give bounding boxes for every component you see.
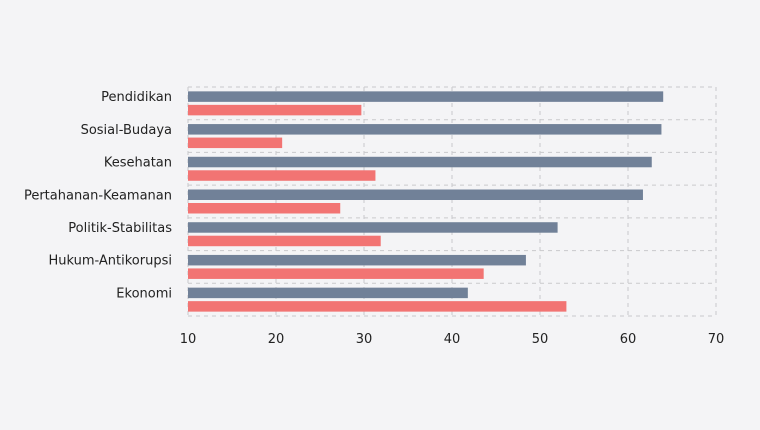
category-label: Pertahanan-Keamanan (24, 188, 172, 203)
bars (188, 91, 664, 312)
category-label: Pendidikan (101, 90, 172, 105)
x-tick-label: 70 (708, 332, 725, 347)
x-tick-label: 50 (532, 332, 549, 347)
x-tick-label: 40 (444, 332, 461, 347)
x-tick-label: 30 (356, 332, 373, 347)
bar-series1-sosial-budaya (188, 124, 662, 135)
bar-series1-kesehatan (188, 156, 652, 168)
bar-series1-politik-stabilitas (188, 222, 558, 233)
category-labels: Pendidikan Sosial-Budaya Kesehatan Pertahan… (24, 90, 172, 301)
bar-series1-pertahanan-keamanan (188, 189, 643, 200)
bar-series2-pertahanan-keamanan (188, 203, 341, 214)
bar-series1-hukum-antikorupsi (188, 254, 526, 266)
x-tick-label: 20 (268, 332, 285, 347)
bar-series2-politik-stabilitas (188, 235, 381, 247)
category-label: Ekonomi (116, 286, 172, 301)
bar-series2-pendidikan (188, 104, 362, 116)
bar-series2-hukum-antikorupsi (188, 268, 484, 279)
x-tick-label: 10 (180, 332, 197, 347)
category-label: Sosial-Budaya (81, 123, 172, 138)
category-label: Kesehatan (104, 156, 172, 171)
bar-series2-ekonomi (188, 301, 567, 312)
bar-series2-kesehatan (188, 170, 376, 181)
grid (187, 86, 717, 317)
x-tick-labels: 10 20 30 40 50 60 70 (180, 332, 725, 347)
bar-series1-ekonomi (188, 287, 468, 299)
bar-series2-sosial-budaya (188, 137, 283, 149)
category-label: Hukum-Antikorupsi (48, 254, 172, 269)
x-tick-label: 60 (620, 332, 637, 347)
category-label: Politik-Stabilitas (68, 221, 172, 236)
bar-series1-pendidikan (188, 91, 664, 102)
